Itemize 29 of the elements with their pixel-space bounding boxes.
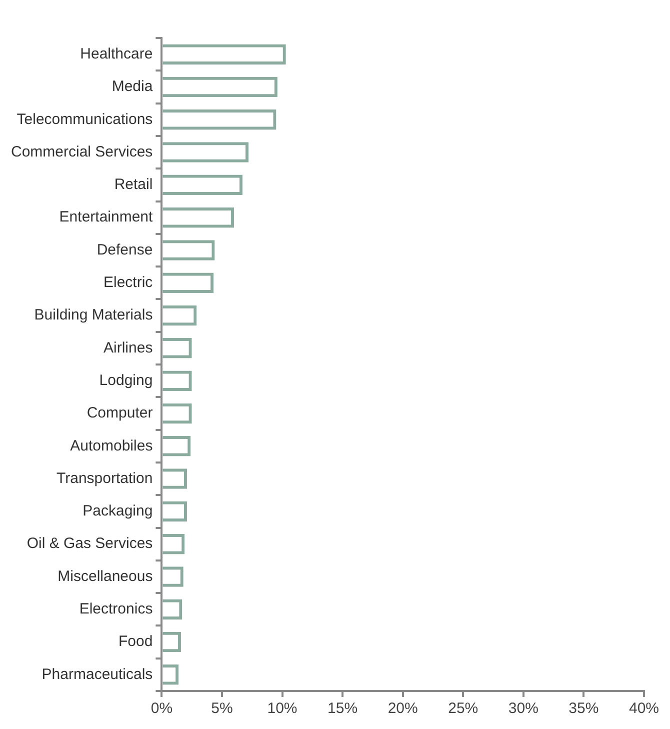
y-tick-label: Commercial Services (10, 143, 153, 160)
x-tick-label: 30% (508, 700, 538, 718)
y-tick-label: Healthcare (80, 45, 153, 62)
x-tick-label: 35% (568, 700, 599, 718)
y-tick-label: Electric (104, 274, 154, 292)
x-tick-label: 40% (628, 700, 660, 718)
y-tick-label: Lodging (99, 372, 153, 389)
y-tick-label: Pharmaceuticals (42, 666, 153, 683)
y-tick-label: Food (118, 633, 153, 650)
y-tick-label: Retail (114, 176, 153, 194)
x-tick-label: 25% (448, 700, 478, 718)
y-tick-label: Transportation (56, 470, 153, 487)
x-tick-label: 15% (328, 700, 358, 718)
x-tick-label: 0% (150, 700, 173, 718)
y-tick-label: Electronics (79, 600, 153, 618)
x-tick-label: 20% (388, 700, 418, 718)
y-tick-label: Building Materials (34, 306, 153, 324)
y-tick-label: Media (112, 78, 154, 96)
y-tick-label: Defense (96, 241, 153, 258)
y-tick-label: Telecommunications (16, 110, 153, 128)
y-tick-label: Packaging (82, 502, 153, 520)
y-tick-label: Entertainment (59, 208, 154, 226)
y-tick-label: Oil & Gas Services (26, 535, 153, 552)
y-tick-label: Miscellaneous (58, 568, 153, 585)
y-tick-label: Airlines (104, 339, 153, 356)
x-tick-label: 5% (211, 700, 233, 718)
y-tick-label: Computer (86, 404, 153, 422)
y-tick-label: Automobiles (70, 437, 153, 454)
x-tick-label: 10% (267, 700, 298, 718)
